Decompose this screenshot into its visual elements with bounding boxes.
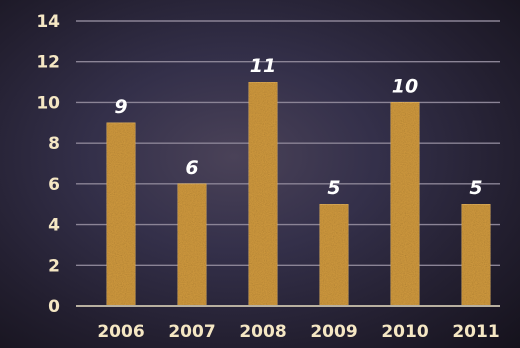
bar-2009 <box>319 203 349 307</box>
x-tick-label-2008: 2008 <box>239 322 286 342</box>
bar-2008 <box>248 81 278 307</box>
bar-2011 <box>461 203 491 307</box>
gridlines <box>76 20 500 266</box>
y-tick-label: 8 <box>48 134 60 154</box>
y-tick-label: 12 <box>36 53 60 73</box>
x-tick-label-2007: 2007 <box>168 322 215 342</box>
bar-2007 <box>177 183 207 307</box>
data-label-2009: 5 <box>327 177 340 199</box>
y-tick-label: 6 <box>48 175 60 195</box>
x-tick-label-2010: 2010 <box>381 322 428 342</box>
y-tick-label: 4 <box>48 216 60 236</box>
x-tick-label-2009: 2009 <box>310 322 357 342</box>
data-label-2011: 5 <box>469 177 482 199</box>
y-tick-label: 0 <box>48 297 60 317</box>
y-tick-label: 10 <box>36 93 60 113</box>
y-tick-label: 2 <box>48 256 60 276</box>
bar-2006 <box>106 122 136 307</box>
data-label-2007: 6 <box>185 157 198 179</box>
x-tick-label-2011: 2011 <box>452 322 499 342</box>
bar-2010 <box>390 101 420 307</box>
data-label-2006: 9 <box>114 96 127 118</box>
x-axis-tick-labels: 2006 2007 2008 2009 2010 2011 <box>97 322 499 342</box>
bars <box>106 81 491 307</box>
data-labels: 9 6 11 5 10 5 <box>114 55 482 199</box>
data-label-2008: 11 <box>250 55 276 77</box>
y-tick-label: 14 <box>36 12 60 32</box>
data-label-2010: 10 <box>392 75 418 97</box>
x-tick-label-2006: 2006 <box>97 322 144 342</box>
y-axis-tick-labels: 0 2 4 6 8 10 12 14 <box>36 12 60 317</box>
